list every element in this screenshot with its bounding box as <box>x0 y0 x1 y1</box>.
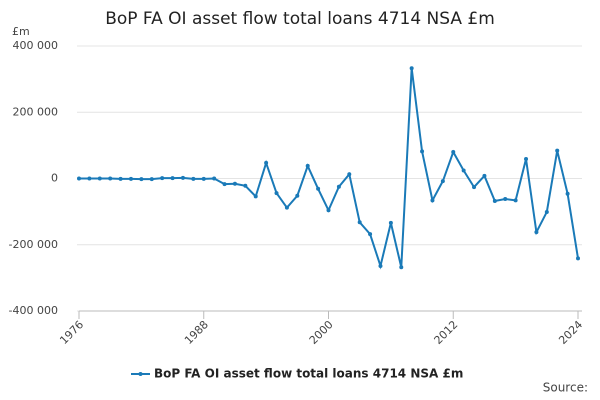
y-unit: £m <box>12 25 30 38</box>
x-tick-label: 2000 <box>307 318 336 347</box>
point <box>440 179 445 184</box>
point <box>503 197 508 202</box>
point <box>420 149 425 154</box>
point <box>326 208 331 213</box>
legend-label: BoP FA OI asset flow total loans 4714 NS… <box>154 367 463 381</box>
point <box>77 176 81 181</box>
point <box>201 176 206 181</box>
point <box>461 168 466 173</box>
y-tick-label: 400 000 <box>13 39 59 52</box>
point <box>253 194 258 199</box>
point <box>472 185 477 190</box>
x-tick-label: 1988 <box>182 318 211 347</box>
point <box>451 150 456 154</box>
x-tick-label: 2012 <box>432 318 461 347</box>
point <box>430 198 435 203</box>
point <box>128 176 133 181</box>
point <box>336 184 341 189</box>
point <box>524 156 529 161</box>
point <box>305 163 310 168</box>
line <box>79 68 579 270</box>
point <box>565 191 570 196</box>
point <box>316 186 321 191</box>
point <box>212 176 217 181</box>
point <box>264 160 269 165</box>
point <box>534 230 539 235</box>
point <box>87 176 92 181</box>
point <box>160 176 165 181</box>
point <box>544 209 549 214</box>
point <box>191 176 196 181</box>
point <box>492 199 497 204</box>
point <box>118 176 123 181</box>
point <box>274 191 279 196</box>
point <box>108 176 113 181</box>
point <box>347 172 352 177</box>
point <box>513 198 518 203</box>
point <box>139 177 144 182</box>
point <box>482 173 487 178</box>
y-tick-label: 200 000 <box>13 105 59 118</box>
point <box>170 176 175 181</box>
point <box>388 220 393 225</box>
point <box>243 183 248 188</box>
point <box>555 148 560 153</box>
point <box>295 193 300 198</box>
point <box>357 220 362 225</box>
point <box>409 66 414 71</box>
legend-marker <box>138 372 143 376</box>
point <box>378 263 383 268</box>
point <box>149 177 154 182</box>
point <box>232 181 237 186</box>
y-tick-label: -400 000 <box>9 304 58 317</box>
chart-title: BoP FA OI asset flow total loans 4714 NS… <box>105 9 495 29</box>
point <box>284 205 289 210</box>
y-tick-label: 0 <box>51 172 58 185</box>
source: Source: <box>543 381 588 395</box>
point <box>576 256 580 261</box>
point <box>222 182 227 187</box>
point <box>180 175 185 180</box>
point <box>97 176 102 181</box>
point <box>399 265 404 270</box>
point <box>368 232 373 237</box>
x-tick-label: 1976 <box>57 318 86 347</box>
x-tick-label: 2024 <box>556 318 585 347</box>
y-tick-label: -200 000 <box>9 238 58 251</box>
